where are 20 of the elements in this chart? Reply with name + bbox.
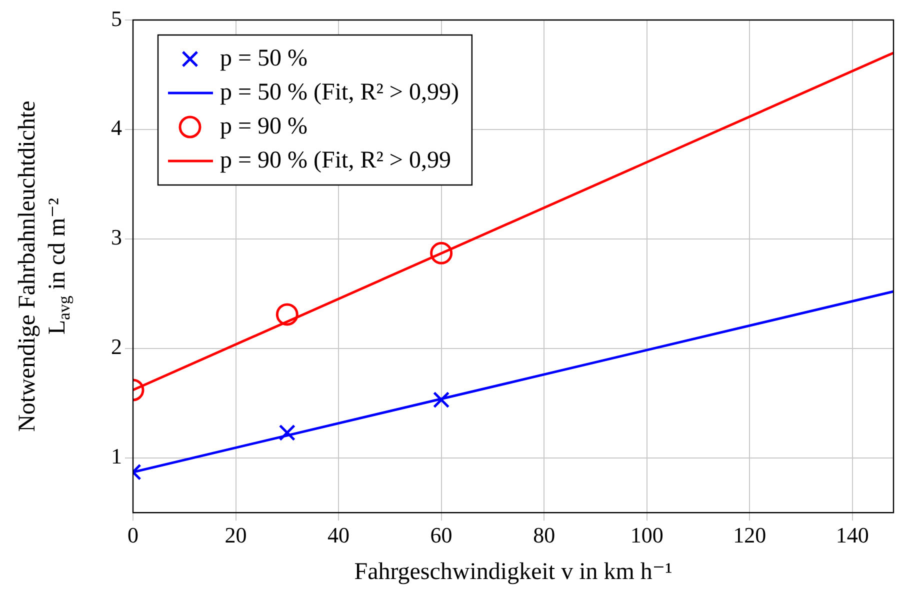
x-tick-label: 120 bbox=[733, 522, 766, 548]
y-tick-label: 1 bbox=[111, 444, 122, 469]
y-tick-label: 2 bbox=[111, 334, 122, 360]
x-tick-label: 0 bbox=[128, 522, 138, 548]
point bbox=[430, 242, 453, 264]
x-tick-label: 60 bbox=[430, 522, 452, 548]
legend-label: p = 90 % bbox=[220, 113, 308, 140]
x-tick-label: 20 bbox=[224, 522, 247, 548]
x-tick-label: 80 bbox=[533, 522, 556, 548]
y-tick-label: 4 bbox=[111, 115, 122, 140]
legend-label: p = 50 % bbox=[220, 45, 308, 72]
legend-label: p = 50 % (Fit, R² > 0,99) bbox=[220, 79, 459, 106]
x-tick-label: 140 bbox=[836, 522, 869, 548]
y-tick-label: 5 bbox=[111, 6, 122, 31]
x-tick-label: 40 bbox=[328, 522, 350, 548]
point bbox=[432, 392, 450, 408]
x-tick-label: 100 bbox=[630, 522, 664, 548]
x-axis-title: Fahrgeschwindigkeit v in km h⁻¹ bbox=[354, 558, 672, 585]
y-tick-label: 3 bbox=[111, 224, 122, 250]
legend-label: p = 90 % (Fit, R² > 0,99 bbox=[220, 147, 451, 174]
